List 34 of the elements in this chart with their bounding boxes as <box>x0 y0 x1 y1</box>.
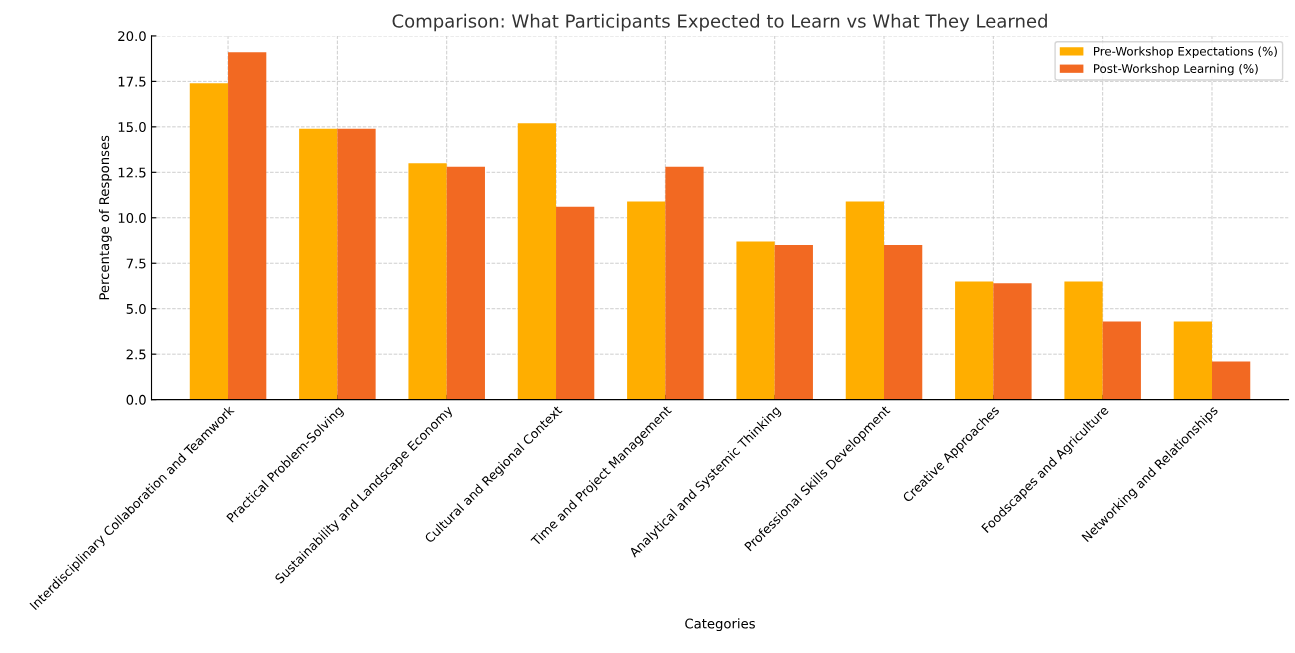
y-tick-label: 10.0 <box>118 213 146 223</box>
bar <box>228 52 267 400</box>
bar <box>955 281 994 400</box>
y-tick-label: 17.5 <box>118 76 146 87</box>
bar <box>189 83 229 400</box>
y-axis-title: Percentage of Responses <box>98 135 112 300</box>
y-tick-label: 7.5 <box>126 258 146 269</box>
bar <box>736 241 775 400</box>
y-tick-label: 0.0 <box>126 394 146 405</box>
bar <box>517 123 557 400</box>
bar <box>774 245 813 400</box>
bar <box>1173 321 1212 400</box>
bar <box>665 166 704 400</box>
bar <box>556 206 595 400</box>
y-tick-label: 20.0 <box>118 31 146 42</box>
y-tick-label: 5.0 <box>126 303 146 314</box>
legend-label: Post-Workshop Learning (%) <box>1094 63 1258 76</box>
bar <box>1212 361 1251 400</box>
bar <box>993 283 1032 400</box>
legend-label: Pre-Workshop Expectations (%) <box>1094 46 1277 58</box>
bar <box>845 201 885 400</box>
y-tick-label: 12.5 <box>118 167 146 178</box>
bar <box>1102 321 1141 400</box>
y-tick-label: 2.5 <box>126 349 146 360</box>
bar <box>884 245 923 400</box>
bar <box>446 166 485 400</box>
x-axis-title: Categories <box>685 618 755 632</box>
bar <box>408 163 447 400</box>
bar <box>1064 281 1103 400</box>
y-tick-label: 15.0 <box>118 122 146 133</box>
chart-title: Comparison: What Participants Expected to Learn vs What They Learned <box>392 13 1047 32</box>
bar <box>337 128 376 400</box>
bar <box>627 201 666 400</box>
bar <box>299 128 338 400</box>
